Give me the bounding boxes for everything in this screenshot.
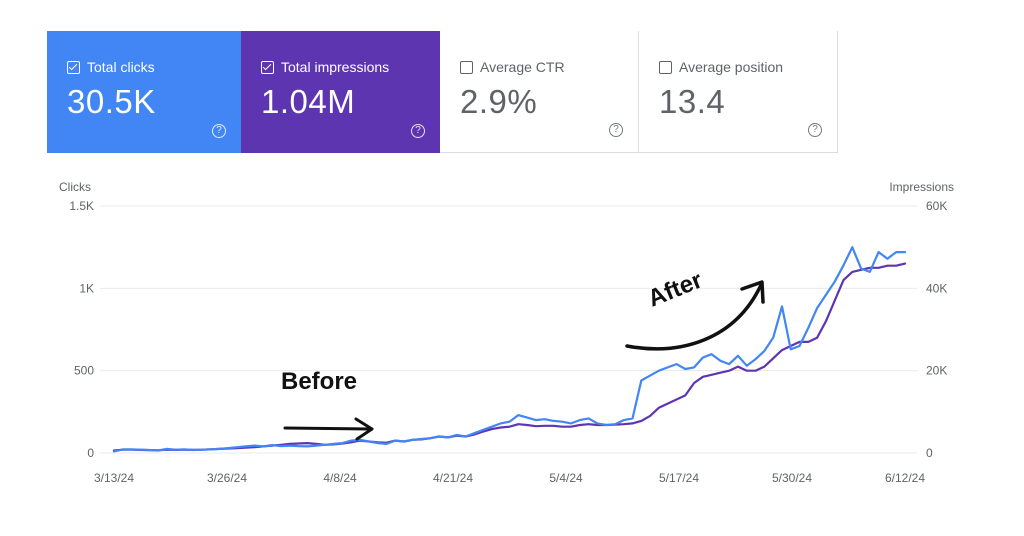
- x-tick-label: 4/21/24: [433, 471, 473, 485]
- x-tick-label: 5/30/24: [772, 471, 812, 485]
- impressions-series-line: [112, 262, 907, 452]
- x-tick-label: 5/4/24: [549, 471, 583, 485]
- right-tick-label: 20K: [926, 364, 947, 378]
- left-tick-label: 500: [74, 364, 94, 378]
- series-lines: [112, 246, 907, 453]
- metric-value: 2.9%: [460, 83, 538, 120]
- clicks-series-line: [112, 246, 907, 453]
- checkbox-unchecked-icon[interactable]: [460, 60, 473, 74]
- metric-value: 30.5K: [67, 83, 156, 120]
- right-tick-label: 60K: [926, 199, 947, 213]
- metric-card-average-ctr[interactable]: Average CTR 2.9% ?: [440, 31, 639, 153]
- before-arrow-shaft: [283, 426, 372, 431]
- annotation-before: Before: [281, 368, 357, 395]
- left-tick-label: 1.5K: [69, 199, 94, 213]
- metric-label-row: Total impressions: [261, 58, 440, 76]
- metric-card-total-impressions[interactable]: Total impressions 1.04M ?: [241, 31, 440, 153]
- help-icon[interactable]: ?: [609, 123, 623, 137]
- left-tick-label: 1K: [79, 281, 94, 295]
- x-tick-label: 6/12/24: [885, 471, 925, 485]
- x-axis-ticks: 3/13/24 3/26/24 4/8/24 4/21/24 5/4/24 5/17/24…: [94, 471, 925, 485]
- x-tick-label: 3/26/24: [207, 471, 247, 485]
- metric-label: Total impressions: [281, 59, 390, 75]
- help-icon[interactable]: ?: [411, 124, 425, 138]
- left-tick-label: 0: [87, 446, 94, 460]
- right-axis-title: Impressions: [889, 180, 954, 194]
- x-tick-label: 4/8/24: [323, 471, 357, 485]
- metric-label-row: Total clicks: [67, 58, 241, 76]
- left-axis-ticks: 0 500 1K 1.5K: [69, 199, 94, 460]
- metric-label: Average CTR: [480, 59, 565, 75]
- checkbox-checked-icon[interactable]: [261, 60, 274, 74]
- metric-card-total-clicks[interactable]: Total clicks 30.5K ?: [47, 31, 241, 153]
- right-axis-ticks: 0 20K 40K 60K: [926, 199, 947, 460]
- gridlines: [100, 205, 917, 454]
- help-icon[interactable]: ?: [212, 124, 226, 138]
- left-axis-title: Clicks: [59, 180, 91, 194]
- metric-card-average-position[interactable]: Average position 13.4 ?: [639, 31, 838, 153]
- after-arrow-shaft: [625, 283, 763, 351]
- help-icon[interactable]: ?: [808, 123, 822, 137]
- metric-label-row: Average position: [659, 58, 837, 76]
- before-arrow-head: [354, 417, 374, 441]
- metric-label: Average position: [679, 59, 784, 75]
- after-arrow-head: [740, 280, 765, 304]
- right-tick-label: 0: [926, 446, 933, 460]
- annotation-after: After: [644, 267, 706, 313]
- metric-value: 13.4: [659, 83, 726, 120]
- checkbox-checked-icon[interactable]: [67, 60, 80, 74]
- checkbox-unchecked-icon[interactable]: [659, 60, 672, 74]
- metric-label: Total clicks: [87, 59, 155, 75]
- x-tick-label: 5/17/24: [659, 471, 699, 485]
- right-tick-label: 40K: [926, 281, 947, 295]
- metric-label-row: Average CTR: [460, 58, 638, 76]
- x-tick-label: 3/13/24: [94, 471, 134, 485]
- metric-value: 1.04M: [261, 83, 356, 120]
- metric-cards: Total clicks 30.5K ? Total impressions 1…: [47, 31, 838, 153]
